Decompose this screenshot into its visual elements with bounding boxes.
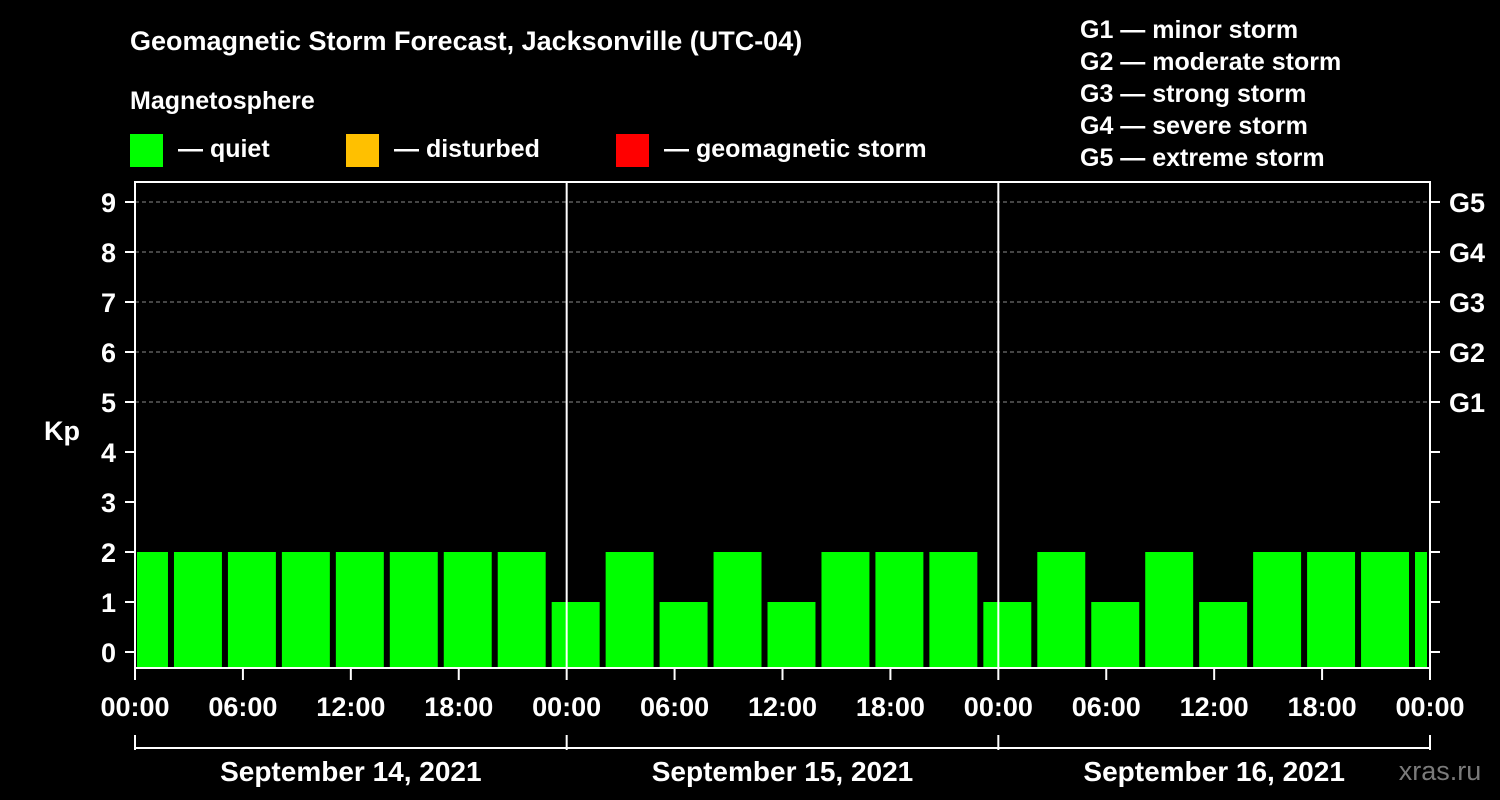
y-tick-label-4: 4 <box>101 438 116 468</box>
kp-bar-18 <box>1091 602 1140 668</box>
kp-bar-11 <box>713 552 762 668</box>
storm-scale-item-0: G1 — minor storm <box>1080 16 1298 44</box>
kp-bar-24 <box>1415 552 1427 668</box>
kp-bar-2 <box>227 552 276 668</box>
watermark: xras.ru <box>1399 756 1482 786</box>
y-tick-label-2: 2 <box>101 538 116 568</box>
x-tick-label-4: 00:00 <box>532 692 601 722</box>
g-level-label-1: G2 <box>1449 338 1485 368</box>
x-tick-label-1: 06:00 <box>208 692 277 722</box>
kp-bar-19 <box>1145 552 1194 668</box>
y-tick-label-9: 9 <box>101 188 116 218</box>
g-level-axis: G1 G2 G3 G4 G5 <box>1430 188 1485 653</box>
kp-bar-1 <box>173 552 222 668</box>
y-tick-label-6: 6 <box>101 338 116 368</box>
legend-label-2: — geomagnetic storm <box>664 135 927 163</box>
legend-swatch-2 <box>616 134 649 167</box>
kp-bar-16 <box>983 602 1032 668</box>
kp-bar-5 <box>389 552 438 668</box>
y-tick-label-3: 3 <box>101 488 116 518</box>
y-tick-label-5: 5 <box>101 388 116 418</box>
kp-bar-9 <box>605 552 654 668</box>
day-label-0: September 14, 2021 <box>220 756 482 787</box>
legend-label-1: — disturbed <box>394 135 540 163</box>
x-tick-label-7: 18:00 <box>856 692 925 722</box>
y-axis: 0 1 2 3 4 5 6 7 8 9 <box>101 188 135 668</box>
legend: — quiet — disturbed — geomagnetic storm <box>130 134 927 167</box>
day-label-1: September 15, 2021 <box>652 756 914 787</box>
y-tick-label-0: 0 <box>101 638 116 668</box>
kp-bar-22 <box>1307 552 1356 668</box>
legend-label-0: — quiet <box>178 135 270 163</box>
x-axis: 00:00 06:00 12:00 18:00 00:00 06:00 12:00 18:00… <box>100 668 1465 722</box>
g-level-label-3: G4 <box>1449 238 1485 268</box>
x-tick-label-2: 12:00 <box>316 692 385 722</box>
legend-title: Magnetosphere <box>130 87 315 115</box>
kp-bar-8 <box>551 602 600 668</box>
storm-scale-item-2: G3 — strong storm <box>1080 80 1306 108</box>
storm-scale-legend: G1 — minor storm G2 — moderate storm G3 — … <box>1080 16 1341 172</box>
kp-bar-4 <box>335 552 384 668</box>
kp-bar-12 <box>767 602 816 668</box>
y-tick-label-7: 7 <box>101 288 116 318</box>
g-level-label-4: G5 <box>1449 188 1485 218</box>
x-tick-label-5: 06:00 <box>640 692 709 722</box>
kp-bar-14 <box>875 552 924 668</box>
kp-bar-20 <box>1199 602 1248 668</box>
y-tick-label-8: 8 <box>101 238 116 268</box>
day-labels: September 14, 2021 September 15, 2021 Sept… <box>134 735 1431 787</box>
kp-bar-3 <box>281 552 330 668</box>
x-tick-label-6: 12:00 <box>748 692 817 722</box>
kp-bar-17 <box>1037 552 1086 668</box>
y-tick-label-1: 1 <box>101 588 116 618</box>
kp-bar-15 <box>929 552 978 668</box>
g-level-label-2: G3 <box>1449 288 1485 318</box>
x-tick-label-0: 00:00 <box>100 692 169 722</box>
kp-bar-13 <box>821 552 870 668</box>
kp-bar-23 <box>1361 552 1410 668</box>
x-tick-label-8: 00:00 <box>964 692 1033 722</box>
storm-scale-item-3: G4 — severe storm <box>1080 112 1308 140</box>
legend-swatch-1 <box>346 134 379 167</box>
kp-bar-21 <box>1253 552 1302 668</box>
day-label-2: September 16, 2021 <box>1083 756 1345 787</box>
grid-lines <box>135 201 1430 403</box>
x-tick-label-9: 06:00 <box>1072 692 1141 722</box>
x-tick-label-3: 18:00 <box>424 692 493 722</box>
y-axis-label: Kp <box>44 416 80 446</box>
kp-bar-6 <box>443 552 492 668</box>
g-level-label-0: G1 <box>1449 388 1485 418</box>
x-tick-label-10: 12:00 <box>1180 692 1249 722</box>
kp-bar-7 <box>497 552 546 668</box>
x-tick-label-12: 00:00 <box>1395 692 1464 722</box>
chart-title: Geomagnetic Storm Forecast, Jacksonville… <box>130 26 802 56</box>
kp-bar-10 <box>659 602 708 668</box>
storm-scale-item-4: G5 — extreme storm <box>1080 144 1325 172</box>
legend-swatch-0 <box>130 134 163 167</box>
kp-bar-0 <box>137 552 168 668</box>
storm-scale-item-1: G2 — moderate storm <box>1080 48 1341 76</box>
x-tick-label-11: 18:00 <box>1288 692 1357 722</box>
bars <box>137 552 1427 668</box>
